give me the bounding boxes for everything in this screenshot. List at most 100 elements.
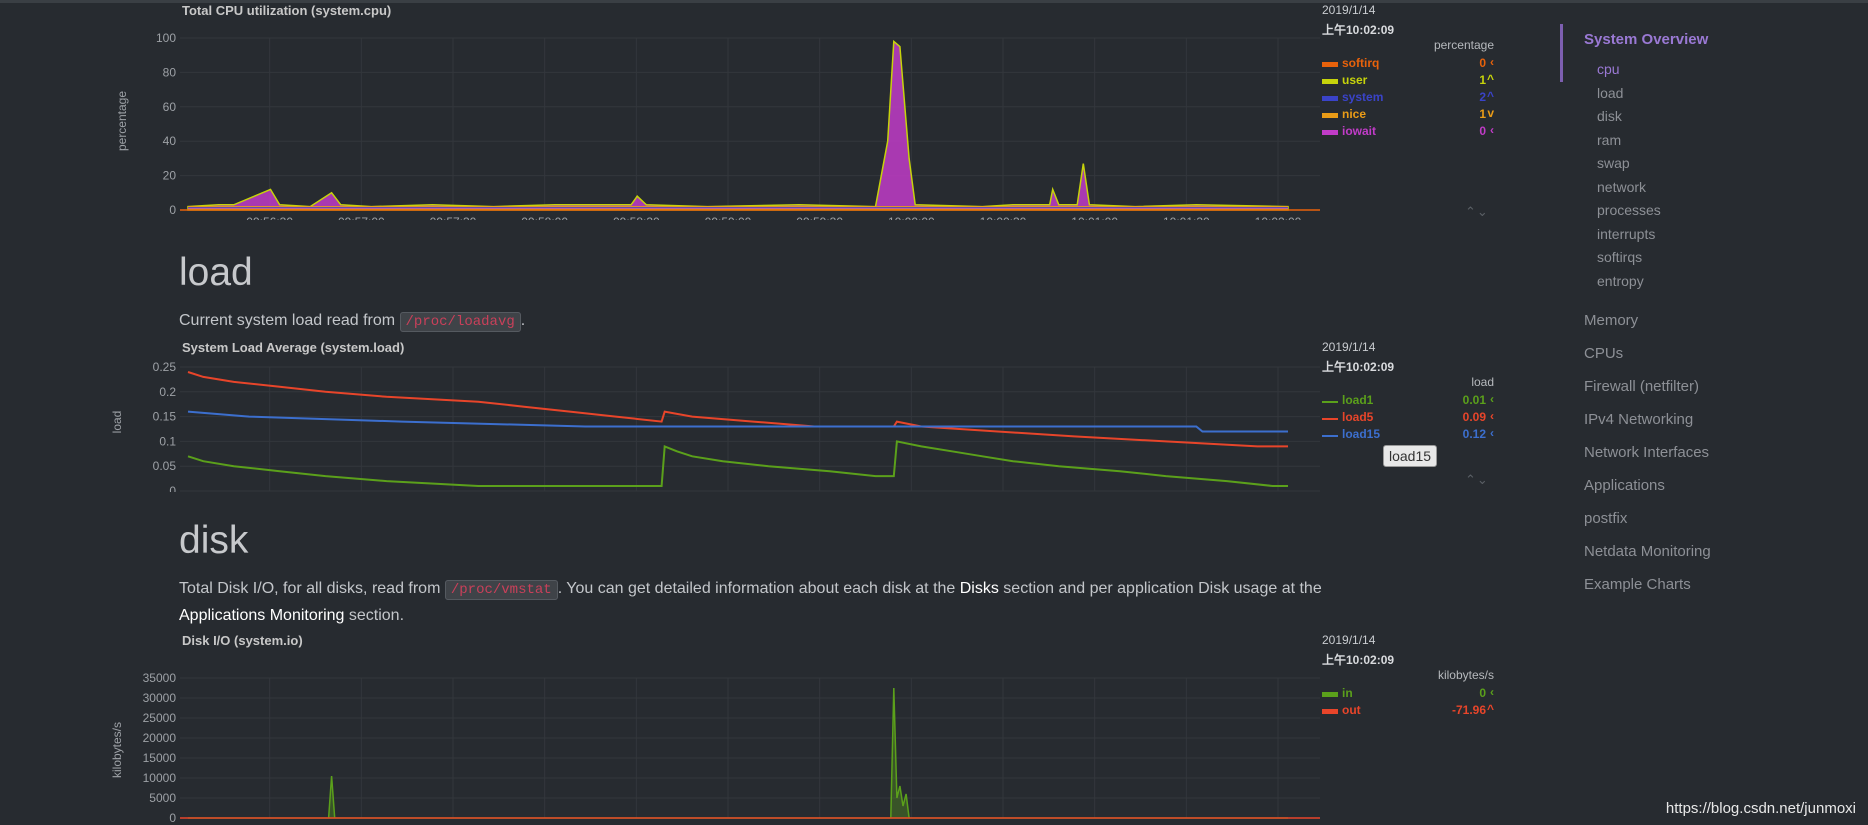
- legend-time: 上午10:02:09: [1322, 653, 1395, 667]
- trend-arrow-icon: ‹: [1490, 123, 1494, 137]
- legend-row-nice[interactable]: nice 1 v: [1322, 106, 1494, 123]
- legend-tooltip: load15: [1383, 445, 1438, 467]
- y-tick-label: 0.2: [159, 385, 176, 399]
- legend-series-value: 0.01: [1462, 393, 1486, 407]
- disk-chart-title: Disk I/O (system.io): [182, 633, 303, 648]
- y-tick-label: 0.1: [159, 434, 176, 448]
- desc-text: Total Disk I/O, for all disks, read from: [179, 580, 445, 597]
- y-tick-label: 15000: [143, 751, 177, 765]
- sidebar-subitem-entropy[interactable]: entropy: [1597, 272, 1644, 289]
- x-tick-label: 09:58:00: [521, 215, 568, 220]
- sidebar-item-memory[interactable]: Memory: [1584, 312, 1639, 329]
- sidebar-subitem-interrupts[interactable]: interrupts: [1597, 225, 1656, 242]
- legend-date: 2019/1/14: [1322, 3, 1376, 17]
- legend-swatch: [1322, 130, 1338, 135]
- sidebar-subitem-load[interactable]: load: [1597, 84, 1624, 101]
- sidebar-subitem-softirqs[interactable]: softirqs: [1597, 249, 1643, 265]
- y-tick-label: 20000: [143, 731, 177, 745]
- desc-text: .: [520, 312, 526, 329]
- sidebar-subitem-cpu[interactable]: cpu: [1597, 61, 1620, 77]
- section-desc-disk: Total Disk I/O, for all disks, read from…: [179, 576, 1429, 628]
- legend-time: 上午10:02:09: [1322, 360, 1395, 374]
- sidebar-subitem-network[interactable]: network: [1597, 178, 1647, 195]
- sidebar-item-example-charts[interactable]: Example Charts: [1584, 576, 1691, 593]
- x-tick-label: 09:56:30: [246, 215, 293, 220]
- sidebar-subitem-processes[interactable]: processes: [1597, 202, 1661, 218]
- y-tick-label: 60: [163, 100, 177, 114]
- legend-row-in[interactable]: in 0 ‹: [1322, 685, 1494, 702]
- legend-swatch: [1322, 418, 1338, 420]
- legend-series-value: 1: [1479, 73, 1486, 87]
- trend-arrow-icon: ‹: [1490, 55, 1494, 69]
- legend-row-iowait[interactable]: iowait 0 ‹: [1322, 123, 1494, 140]
- sidebar-item-applications[interactable]: Applications: [1584, 477, 1665, 494]
- x-tick-label: 10:02:00: [1255, 215, 1302, 220]
- sidebar-item-ipv4-networking[interactable]: IPv4 Networking: [1584, 411, 1694, 428]
- legend-row-load1[interactable]: load1 0.01 ‹: [1322, 392, 1494, 409]
- cpu-chart[interactable]: 100 80 60 40 20 0 09:56:30 09:57:00 09:57:30 09:5…: [140, 20, 1320, 220]
- legend-series-name: load5: [1342, 410, 1374, 424]
- link-applications-monitoring[interactable]: Applications Monitoring: [179, 607, 345, 624]
- legend-row-user[interactable]: user 1 ^: [1322, 72, 1494, 89]
- sidebar-item-cpus[interactable]: CPUs: [1584, 345, 1624, 362]
- sidebar-subitem-swap[interactable]: swap: [1597, 155, 1630, 171]
- sidebar-item-netdata-monitoring[interactable]: Netdata Monitoring: [1584, 543, 1711, 560]
- sidebar-active-indicator: [1560, 24, 1563, 82]
- legend-series-value: -71.96: [1451, 703, 1486, 717]
- legend-row-softirq[interactable]: softirq 0 ‹: [1322, 55, 1494, 72]
- load-chart-legend: 2019/1/14 上午10:02:09 load load1 0.01 ‹ load…: [1322, 340, 1494, 443]
- y-tick-label: 10000: [143, 771, 177, 785]
- sidebar-item-firewall-netfilter-[interactable]: Firewall (netfilter): [1584, 378, 1700, 395]
- y-tick-label: 30000: [143, 691, 177, 705]
- y-tick-label: 25000: [143, 711, 177, 725]
- desc-text: section and per application Disk usage a…: [998, 580, 1322, 597]
- legend-swatch: [1322, 79, 1338, 84]
- legend-date: 2019/1/14: [1322, 340, 1376, 354]
- trend-arrow-icon: ^: [1486, 702, 1494, 716]
- legend-series-name: in: [1342, 686, 1353, 700]
- trend-arrow-icon: ‹: [1490, 409, 1494, 423]
- sidebar-subitem-disk[interactable]: disk: [1597, 108, 1622, 124]
- cpu-chart-title: Total CPU utilization (system.cpu): [182, 3, 392, 18]
- legend-series-name: load15: [1342, 427, 1381, 441]
- legend-row-load15[interactable]: load15 0.12 ‹: [1322, 426, 1494, 443]
- legend-date: 2019/1/14: [1322, 633, 1376, 647]
- load-chart-title: System Load Average (system.load): [182, 340, 405, 355]
- legend-row-system[interactable]: system 2 ^: [1322, 89, 1494, 106]
- sidebar-item-system-overview[interactable]: System Overview: [1584, 31, 1709, 48]
- legend-series-value: 0: [1479, 686, 1486, 700]
- desc-text: Current system load read from: [179, 312, 400, 329]
- sidebar-item-postfix[interactable]: postfix: [1584, 510, 1628, 527]
- code-proc-vmstat: /proc/vmstat: [444, 580, 558, 600]
- section-heading-load: load: [179, 251, 253, 294]
- x-tick-label: 10:01:00: [1071, 215, 1118, 220]
- trend-arrow-icon: ‹: [1490, 426, 1494, 440]
- legend-units: kilobytes/s: [1437, 668, 1494, 682]
- legend-swatch: [1322, 692, 1338, 697]
- link-disks[interactable]: Disks: [959, 580, 999, 597]
- series-area-cpu: [187, 39, 1289, 211]
- series-line-load15: [187, 410, 1288, 433]
- sidebar-subitem-ram[interactable]: ram: [1597, 131, 1622, 148]
- trend-arrow-icon: v: [1487, 106, 1494, 120]
- legend-series-value: 1: [1479, 107, 1486, 121]
- legend-row-load5[interactable]: load5 0.09 ‹: [1322, 409, 1494, 426]
- code-proc-loadavg: /proc/loadavg: [399, 312, 521, 332]
- trend-arrow-icon: ^: [1486, 72, 1494, 86]
- legend-swatch: [1322, 113, 1338, 118]
- chart-resize-handle[interactable]: ⌃⌄: [1465, 472, 1489, 487]
- chart-resize-handle[interactable]: ⌃⌄: [1465, 204, 1489, 219]
- disk-chart-legend: 2019/1/14 上午10:02:09 kilobytes/s in 0 ‹ out…: [1322, 633, 1494, 733]
- x-tick-label: 10:00:30: [980, 215, 1027, 220]
- legend-row-out[interactable]: out -71.96 ^: [1322, 702, 1494, 719]
- disk-chart[interactable]: 35000 30000 25000 20000 15000 10000 5000 0: [140, 648, 1320, 825]
- legend-time: 上午10:02:09: [1322, 23, 1395, 37]
- y-tick-label: 40: [163, 134, 177, 148]
- y-tick-label: 0: [169, 484, 176, 492]
- legend-swatch: [1322, 62, 1338, 67]
- y-tick-label: 100: [156, 31, 176, 45]
- sidebar-item-network-interfaces[interactable]: Network Interfaces: [1584, 444, 1710, 461]
- legend-series-name: load1: [1342, 393, 1374, 407]
- load-chart[interactable]: 0.250.20.150.10.05009:56:3009:57:0009:57…: [140, 356, 1320, 492]
- legend-swatch: [1322, 435, 1338, 437]
